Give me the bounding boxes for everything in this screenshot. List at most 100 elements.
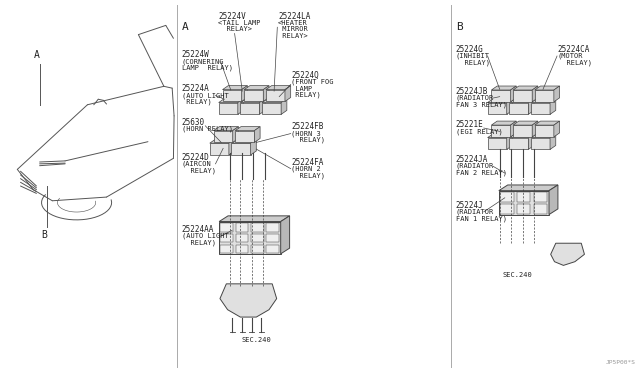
Polygon shape (488, 134, 513, 138)
Polygon shape (263, 86, 269, 102)
Bar (266, 244, 279, 253)
Text: (MOTOR: (MOTOR (557, 53, 583, 59)
Text: 25224W: 25224W (182, 51, 209, 60)
Text: RELAY): RELAY) (557, 60, 592, 66)
Text: A: A (33, 51, 40, 61)
Polygon shape (550, 134, 556, 150)
Text: (EGI RELAY): (EGI RELAY) (456, 128, 502, 135)
Text: RELAY): RELAY) (182, 99, 211, 105)
Text: 25224FB: 25224FB (291, 122, 324, 131)
Polygon shape (244, 86, 269, 90)
Bar (266, 223, 279, 231)
Text: <TAIL LAMP: <TAIL LAMP (218, 20, 260, 26)
Polygon shape (492, 125, 511, 137)
Bar (517, 204, 531, 214)
Polygon shape (236, 126, 260, 131)
Polygon shape (511, 86, 516, 102)
Bar (500, 192, 514, 202)
Text: LAMP: LAMP (291, 86, 312, 92)
Polygon shape (281, 216, 290, 254)
Polygon shape (492, 121, 516, 125)
Text: FAN 3 RELAY): FAN 3 RELAY) (456, 102, 507, 108)
Text: <HEATER: <HEATER (278, 20, 308, 26)
Polygon shape (233, 126, 239, 142)
Polygon shape (214, 131, 233, 142)
Text: (RADIATOR: (RADIATOR (456, 163, 494, 169)
Polygon shape (549, 185, 558, 215)
Polygon shape (219, 216, 290, 222)
Polygon shape (219, 103, 238, 114)
Polygon shape (262, 103, 281, 114)
Polygon shape (223, 90, 242, 102)
Text: 25224G: 25224G (456, 45, 483, 54)
Bar (500, 204, 514, 214)
Text: 25224JB: 25224JB (456, 87, 488, 96)
Polygon shape (210, 139, 235, 143)
Text: LAMP  RELAY): LAMP RELAY) (182, 65, 233, 71)
Polygon shape (219, 99, 244, 103)
Text: RELAY>: RELAY> (218, 26, 252, 32)
Text: 25224JA: 25224JA (456, 155, 488, 164)
Bar (220, 223, 233, 231)
Polygon shape (488, 138, 507, 150)
Polygon shape (513, 125, 532, 137)
Polygon shape (550, 99, 556, 114)
Text: RELAY): RELAY) (182, 240, 216, 246)
Bar (236, 234, 248, 242)
Polygon shape (513, 90, 532, 102)
Polygon shape (499, 191, 549, 215)
Polygon shape (531, 103, 550, 114)
Polygon shape (220, 284, 276, 317)
Polygon shape (262, 99, 287, 103)
Text: 25224V: 25224V (218, 12, 246, 21)
Polygon shape (535, 86, 559, 90)
Bar (266, 234, 279, 242)
Text: (HORN 2: (HORN 2 (291, 166, 321, 172)
Polygon shape (535, 90, 554, 102)
Text: 25224Q: 25224Q (291, 71, 319, 80)
Bar (220, 234, 233, 242)
Text: 25224LA: 25224LA (278, 12, 310, 21)
Bar (236, 223, 248, 231)
Text: B: B (41, 230, 47, 240)
Polygon shape (511, 121, 516, 137)
Text: SEC.240: SEC.240 (502, 272, 532, 278)
Polygon shape (550, 243, 584, 265)
Polygon shape (219, 222, 281, 254)
Polygon shape (492, 90, 511, 102)
Polygon shape (281, 99, 287, 114)
Polygon shape (513, 86, 538, 90)
Polygon shape (532, 121, 538, 137)
Polygon shape (531, 134, 556, 138)
Polygon shape (241, 103, 259, 114)
Text: RELAY): RELAY) (291, 92, 321, 99)
Polygon shape (232, 143, 250, 155)
Text: (AUTO LIGHT: (AUTO LIGHT (182, 233, 228, 240)
Polygon shape (244, 90, 263, 102)
Bar (251, 223, 264, 231)
Text: (HORN 3: (HORN 3 (291, 130, 321, 137)
Polygon shape (499, 185, 558, 191)
Polygon shape (266, 86, 291, 90)
Polygon shape (531, 99, 556, 103)
Text: 25224A: 25224A (182, 84, 209, 93)
Polygon shape (229, 139, 235, 155)
Text: RELAY): RELAY) (456, 60, 490, 66)
Polygon shape (285, 86, 291, 102)
Text: 25224CA: 25224CA (557, 45, 590, 54)
Polygon shape (535, 125, 554, 137)
Text: (CORNERING: (CORNERING (182, 58, 224, 65)
Polygon shape (509, 103, 529, 114)
Polygon shape (241, 99, 265, 103)
Bar (534, 204, 547, 214)
Text: 25224D: 25224D (182, 153, 209, 162)
Polygon shape (509, 99, 534, 103)
Polygon shape (210, 143, 229, 155)
Polygon shape (529, 99, 534, 114)
Polygon shape (238, 99, 244, 114)
Polygon shape (232, 139, 256, 143)
Polygon shape (223, 86, 247, 90)
Polygon shape (507, 134, 513, 150)
Text: FAN 1 RELAY): FAN 1 RELAY) (456, 215, 507, 222)
Text: 25224J: 25224J (456, 201, 483, 210)
